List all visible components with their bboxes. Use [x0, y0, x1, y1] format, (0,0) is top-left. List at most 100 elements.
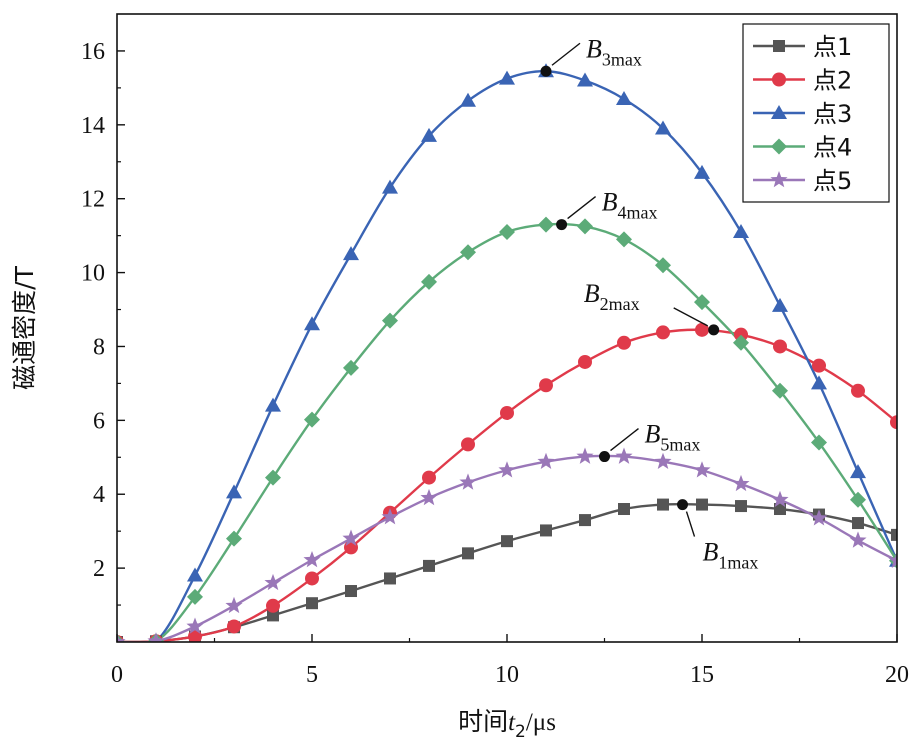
data-point-series-1 [852, 517, 864, 530]
data-point-series-2 [422, 470, 436, 485]
data-point-series-2 [851, 383, 865, 398]
data-point-series-4 [811, 434, 827, 451]
data-point-series-2 [812, 358, 826, 373]
data-point-series-2 [305, 571, 319, 586]
peak-label-main: B [645, 420, 661, 449]
data-point-series-5 [849, 531, 867, 548]
y-tick-label: 12 [81, 187, 105, 213]
x-tick-label: 10 [495, 662, 519, 688]
peak-label: B2max [584, 279, 640, 314]
data-point-series-1 [579, 514, 591, 527]
data-point-series-4 [538, 216, 554, 233]
data-point-series-5 [615, 447, 633, 464]
data-point-series-2 [890, 415, 897, 430]
data-point-series-3 [343, 246, 359, 261]
x-tick-label: 15 [690, 662, 714, 688]
data-point-series-5 [147, 632, 165, 642]
data-point-series-1 [618, 503, 630, 516]
data-point-series-3 [577, 72, 593, 87]
series-line-4 [117, 222, 897, 642]
data-point-series-1 [774, 503, 786, 516]
data-point-series-1 [462, 547, 474, 560]
marker-layer [117, 63, 897, 642]
data-point-series-5 [576, 447, 594, 464]
legend: 点1 点2 点3 点4 点5 [742, 23, 890, 203]
data-point-series-3 [499, 70, 515, 85]
data-point-series-4 [850, 491, 866, 508]
data-point-series-3 [772, 297, 788, 312]
x-axis-title-prefix: 时间 [458, 707, 508, 736]
data-point-series-5 [303, 550, 321, 568]
peak-label-sub: 1max [718, 553, 758, 573]
peak-label-sub: 5max [660, 435, 700, 455]
legend-label: 点2 [813, 67, 852, 95]
legend-label: 点4 [813, 134, 852, 162]
data-point-series-4 [772, 382, 788, 399]
legend-item-4: 点4 [753, 134, 852, 162]
data-point-series-4 [616, 231, 632, 248]
peak-point [708, 324, 720, 336]
peak-annotation-4: B4max [556, 188, 657, 231]
peak-label: B5max [645, 420, 701, 455]
legend-item-5: 点5 [753, 167, 852, 195]
data-point-series-3 [655, 120, 671, 135]
x-tick-label: 5 [306, 662, 318, 688]
legend-marker [771, 138, 787, 155]
peak-annotation-3: B3max [540, 34, 642, 77]
data-point-series-1 [540, 524, 552, 537]
data-point-series-3 [187, 567, 203, 582]
legend-item-1: 点1 [753, 33, 852, 61]
data-point-series-1 [267, 609, 279, 622]
data-point-series-2 [461, 437, 475, 452]
peak-annotation-2: B2max [584, 279, 720, 336]
peak-point [599, 451, 610, 463]
legend-item-2: 点2 [753, 67, 852, 95]
x-axis-title-unit: /μs [526, 709, 556, 736]
data-point-series-4 [655, 257, 671, 274]
data-point-series-5 [654, 452, 672, 470]
y-tick-label: 10 [81, 261, 105, 287]
peak-label-main: B [602, 188, 618, 217]
data-point-series-4 [304, 411, 320, 428]
data-point-series-5 [537, 452, 555, 470]
data-point-series-2 [227, 619, 241, 634]
annotation-leader [551, 42, 581, 66]
data-point-series-3 [304, 316, 320, 331]
data-point-series-2 [617, 335, 631, 350]
legend-label: 点5 [813, 167, 852, 195]
y-tick-label: 8 [93, 334, 105, 360]
peak-point [556, 219, 568, 231]
data-point-series-4 [421, 273, 437, 290]
data-point-series-3 [265, 397, 281, 412]
data-point-series-1 [423, 559, 435, 572]
data-point-series-2 [266, 598, 280, 613]
data-point-series-4 [226, 530, 242, 547]
peak-point [540, 65, 552, 77]
legend-marker [771, 105, 787, 119]
peak-label-main: B [703, 538, 719, 567]
data-point-series-2 [188, 629, 202, 642]
data-point-series-2 [695, 322, 709, 337]
annotation-leader [673, 307, 709, 327]
y-tick-label: 16 [81, 39, 105, 65]
data-point-series-3 [226, 484, 242, 499]
axes: 0 5 10 15 20 2 4 6 8 10 12 14 16 [81, 13, 909, 688]
y-tick-label: 4 [93, 482, 105, 508]
x-tick-label: 20 [885, 662, 909, 688]
data-point-series-5 [420, 488, 438, 506]
data-point-series-1 [501, 535, 513, 548]
legend-item-3: 点3 [753, 100, 852, 128]
peak-point [677, 499, 688, 511]
legend-label: 点1 [813, 33, 852, 61]
legend-marker [770, 171, 788, 188]
data-point-series-1 [891, 528, 897, 541]
data-point-series-4 [187, 588, 203, 605]
data-point-series-4 [460, 244, 476, 261]
data-point-series-4 [343, 359, 359, 376]
data-point-series-3 [616, 90, 632, 105]
peak-label: B4max [602, 188, 658, 223]
data-point-series-5 [186, 617, 204, 634]
data-point-series-5 [888, 551, 897, 569]
data-point-series-3 [460, 92, 476, 107]
